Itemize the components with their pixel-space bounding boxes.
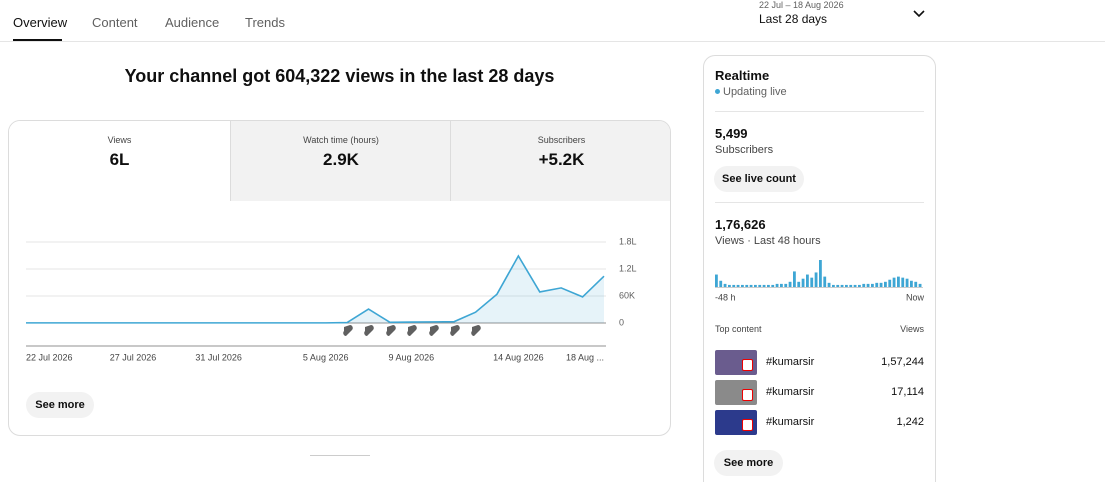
content-views: 1,57,244 — [881, 356, 924, 368]
date-range-label[interactable]: Last 28 days — [759, 12, 828, 26]
see-more-button[interactable]: See more — [26, 392, 94, 418]
metric-tab[interactable]: Watch time (hours) 2.9K — [230, 121, 451, 201]
see-more-button[interactable]: See more — [714, 450, 783, 476]
realtime-status: Updating live — [723, 86, 787, 98]
content-title[interactable]: #kumarsir — [766, 416, 815, 428]
metric-tab[interactable]: Views 6L — [9, 121, 230, 201]
content-views: 17,114 — [891, 386, 924, 398]
content-views: 1,242 — [896, 416, 924, 428]
content-title[interactable]: #kumarsir — [766, 386, 815, 398]
metric-value: +5.2K — [538, 150, 585, 169]
tab[interactable]: Trends — [245, 15, 285, 30]
content-title[interactable]: #kumarsir — [766, 356, 815, 368]
views-label: Views · Last 48 hours — [715, 235, 821, 247]
tab[interactable]: Overview — [13, 15, 68, 30]
thumbnail[interactable] — [715, 350, 757, 375]
metric-label: Watch time (hours) — [303, 135, 379, 145]
metric-label: Views — [107, 135, 132, 145]
tab[interactable]: Content — [92, 15, 138, 30]
metrics-card: Views 6L Watch time (hours) 2.9K Subscribe… — [8, 120, 671, 436]
subscriber-label: Subscribers — [715, 144, 774, 156]
thumbnail[interactable] — [715, 380, 757, 405]
thumbnail[interactable] — [715, 410, 757, 435]
dropdown-chevron[interactable] — [912, 9, 926, 19]
metric-value: 6L — [109, 150, 130, 169]
tab-underline — [13, 39, 62, 41]
headline: Your channel got 604,322 views in the la… — [124, 66, 555, 86]
divider — [715, 111, 924, 112]
metric-label: Subscribers — [537, 135, 586, 145]
divider — [715, 202, 924, 203]
tab[interactable]: Audience — [165, 15, 220, 30]
date-range-dates[interactable]: 22 Jul – 18 Aug 2026 — [759, 0, 844, 10]
scroll-indicator — [310, 455, 370, 456]
realtime-title: Realtime — [715, 68, 770, 83]
views-count: 1,76,626 — [715, 217, 766, 232]
realtime-panel — [703, 55, 936, 482]
subscriber-count: 5,499 — [715, 126, 748, 141]
tab-border — [0, 41, 1105, 42]
top-content-column: Views — [900, 324, 924, 334]
top-content-title: Top content — [715, 324, 762, 334]
live-dot — [715, 89, 720, 94]
metric-value: 2.9K — [323, 150, 359, 169]
live-count-button[interactable]: See live count — [714, 166, 804, 192]
metric-tab[interactable]: Subscribers +5.2K — [450, 121, 670, 201]
